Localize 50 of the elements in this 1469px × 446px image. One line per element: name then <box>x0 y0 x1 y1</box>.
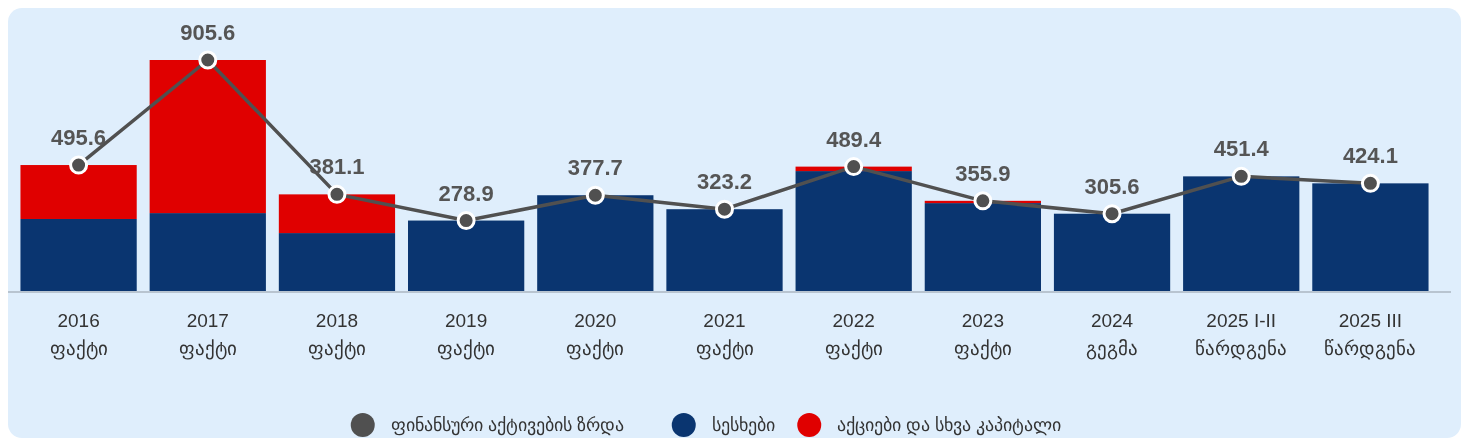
x-tick-label: 2021 ფაქტი <box>695 310 754 360</box>
data-label: 355.9 <box>955 160 1011 186</box>
x-tick-label: 2025 I-II წარდგენა <box>1195 310 1288 360</box>
point <box>1231 166 1251 186</box>
x-tick-label: 2024 გეგმა <box>1086 310 1139 360</box>
legend-label: ფინანსური აქტივების ზრდა <box>390 415 624 436</box>
bar <box>149 213 266 292</box>
bar <box>1312 183 1429 292</box>
x-tick-label: 2020 ფაქტი <box>566 310 625 360</box>
bar <box>278 233 396 292</box>
x-tick-label: 2016 ფაქტი <box>49 310 108 360</box>
point <box>1102 204 1122 224</box>
x-tick-label: 2018 ფაქტი <box>307 310 366 360</box>
data-label: 451.4 <box>1213 136 1270 162</box>
bar <box>924 203 1041 292</box>
data-label: 278.9 <box>438 180 494 206</box>
data-label: 905.6 <box>180 20 236 45</box>
bar <box>666 209 783 292</box>
x-tick-label: 2019 ფაქტი <box>437 310 496 360</box>
bar <box>1183 176 1300 292</box>
bar <box>278 194 396 234</box>
x-tick-label: 2023 ფაქტი <box>953 310 1012 360</box>
data-label: 489.4 <box>826 126 882 152</box>
point <box>715 199 734 219</box>
legend-label: აქციები და სხვა კაპიტალი <box>837 415 1062 436</box>
point <box>456 211 476 231</box>
bar <box>20 218 137 292</box>
bar <box>537 195 654 292</box>
data-label: 424.1 <box>1342 143 1398 169</box>
x-tick-label: 2017 ფაქტი <box>178 310 237 360</box>
data-label: 377.7 <box>567 155 623 181</box>
point <box>198 50 218 70</box>
data-label: 495.6 <box>51 125 107 151</box>
data-label: 323.2 <box>696 169 753 195</box>
bar <box>149 60 266 214</box>
point <box>844 157 864 177</box>
data-label: 305.6 <box>1084 173 1140 199</box>
data-label: 381.1 <box>309 154 365 180</box>
point <box>585 185 605 205</box>
bar <box>1053 213 1171 292</box>
point <box>69 155 89 175</box>
point <box>1360 173 1380 193</box>
x-tick-label: 2025 III წარდგენა <box>1324 310 1417 360</box>
x-tick-label: 2022 ფაქტი <box>824 310 883 360</box>
legend-label: სესხები <box>711 415 775 436</box>
bar <box>795 171 912 292</box>
point <box>973 191 993 211</box>
bar <box>408 220 525 292</box>
point <box>327 184 347 204</box>
bar <box>20 165 137 219</box>
